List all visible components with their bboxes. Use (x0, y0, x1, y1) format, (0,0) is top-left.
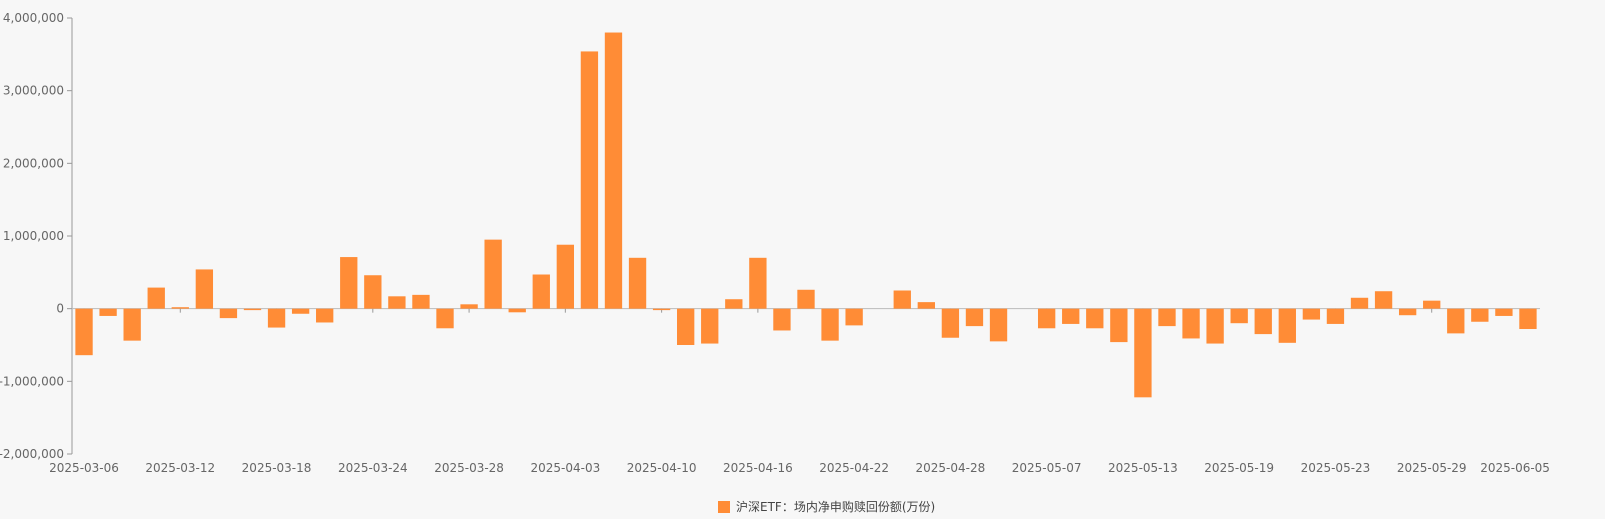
bar[interactable] (1206, 308, 1224, 344)
bar[interactable] (1398, 308, 1417, 316)
legend-swatch[interactable] (718, 501, 730, 513)
bar[interactable] (388, 296, 406, 309)
bar[interactable] (725, 299, 743, 309)
bar[interactable] (1110, 308, 1128, 343)
bar[interactable] (1302, 308, 1321, 320)
x-tick-label: 2025-05-07 (1012, 461, 1082, 475)
bar[interactable] (1062, 308, 1080, 324)
bar[interactable] (1447, 308, 1465, 334)
bar[interactable] (1423, 300, 1441, 309)
y-tick-label: 4,000,000 (3, 11, 64, 25)
x-tick-label: 2025-04-28 (916, 461, 986, 475)
bar[interactable] (749, 257, 767, 309)
x-tick-label: 2025-03-28 (434, 461, 504, 475)
bar[interactable] (267, 308, 286, 328)
bar[interactable] (1471, 308, 1489, 322)
y-tick-label: 2,000,000 (3, 156, 64, 170)
x-tick-label: 2025-04-16 (723, 461, 793, 475)
legend-label[interactable]: 沪深ETF：场内净申购赎回份额(万份) (736, 499, 935, 514)
x-tick-label: 2025-05-29 (1397, 461, 1467, 475)
bar[interactable] (291, 308, 310, 314)
bar[interactable] (556, 244, 575, 309)
bar[interactable] (989, 308, 1008, 342)
bar[interactable] (845, 308, 863, 326)
x-tick-label: 2025-03-06 (49, 461, 119, 475)
bar[interactable] (1278, 308, 1296, 343)
bar[interactable] (532, 274, 550, 309)
y-tick-label: 3,000,000 (3, 84, 64, 98)
bar[interactable] (195, 269, 214, 309)
y-tick-label: 0 (56, 302, 64, 316)
x-tick-label: 2025-06-05 (1480, 461, 1550, 475)
bar[interactable] (1134, 308, 1152, 398)
bar[interactable] (171, 307, 189, 309)
bar[interactable] (412, 294, 430, 309)
bar[interactable] (580, 51, 599, 309)
bars (75, 32, 1537, 398)
x-tick-label: 2025-05-23 (1301, 461, 1371, 475)
x-tick-label: 2025-04-03 (530, 461, 600, 475)
bar[interactable] (316, 308, 334, 323)
bar[interactable] (821, 308, 839, 341)
legend[interactable]: 沪深ETF：场内净申购赎回份额(万份) (718, 499, 935, 514)
bar[interactable] (677, 308, 695, 345)
bar[interactable] (1230, 308, 1248, 324)
bar[interactable] (1519, 308, 1537, 330)
bar[interactable] (99, 308, 117, 316)
x-tick-label: 2025-03-12 (145, 461, 215, 475)
bar[interactable] (1326, 308, 1345, 324)
bar[interactable] (604, 32, 623, 309)
bar[interactable] (1086, 308, 1104, 329)
bar[interactable] (1374, 291, 1393, 309)
bar[interactable] (340, 257, 358, 309)
bar[interactable] (628, 257, 647, 309)
bar[interactable] (1350, 297, 1369, 309)
x-tick-label: 2025-03-18 (242, 461, 312, 475)
bar[interactable] (436, 308, 454, 329)
y-tick-label: -2,000,000 (0, 447, 64, 461)
bar[interactable] (123, 308, 141, 341)
bar[interactable] (652, 308, 671, 311)
y-axis: -2,000,000 -1,000,000 0 1,000,000 2,000,000 3… (0, 11, 73, 461)
bar[interactable] (508, 308, 526, 313)
bar[interactable] (460, 304, 478, 309)
x-tick-label: 2025-05-19 (1204, 461, 1274, 475)
bar[interactable] (364, 275, 382, 309)
bar[interactable] (1037, 308, 1056, 329)
y-tick-label: 1,000,000 (3, 229, 64, 243)
bar[interactable] (75, 308, 93, 356)
bar[interactable] (917, 302, 935, 309)
x-tick-label: 2025-05-13 (1108, 461, 1178, 475)
x-tick-label: 2025-04-22 (819, 461, 889, 475)
bar[interactable] (773, 308, 791, 331)
x-tick-label: 2025-03-24 (338, 461, 408, 475)
bar[interactable] (893, 290, 911, 309)
x-axis: 2025-03-06 2025-03-12 2025-03-18 2025-03-24… (49, 308, 1550, 475)
bar[interactable] (1182, 308, 1200, 339)
bar[interactable] (965, 308, 984, 327)
bar[interactable] (147, 287, 165, 309)
bar[interactable] (484, 239, 502, 309)
bar[interactable] (941, 308, 960, 338)
y-tick-label: -1,000,000 (0, 374, 64, 388)
bar[interactable] (1254, 308, 1272, 335)
bar[interactable] (243, 308, 262, 311)
bar[interactable] (219, 308, 238, 319)
bar[interactable] (701, 308, 719, 344)
bar[interactable] (1158, 308, 1176, 327)
x-tick-label: 2025-04-10 (627, 461, 697, 475)
bar[interactable] (1495, 308, 1513, 316)
bar[interactable] (797, 289, 815, 309)
